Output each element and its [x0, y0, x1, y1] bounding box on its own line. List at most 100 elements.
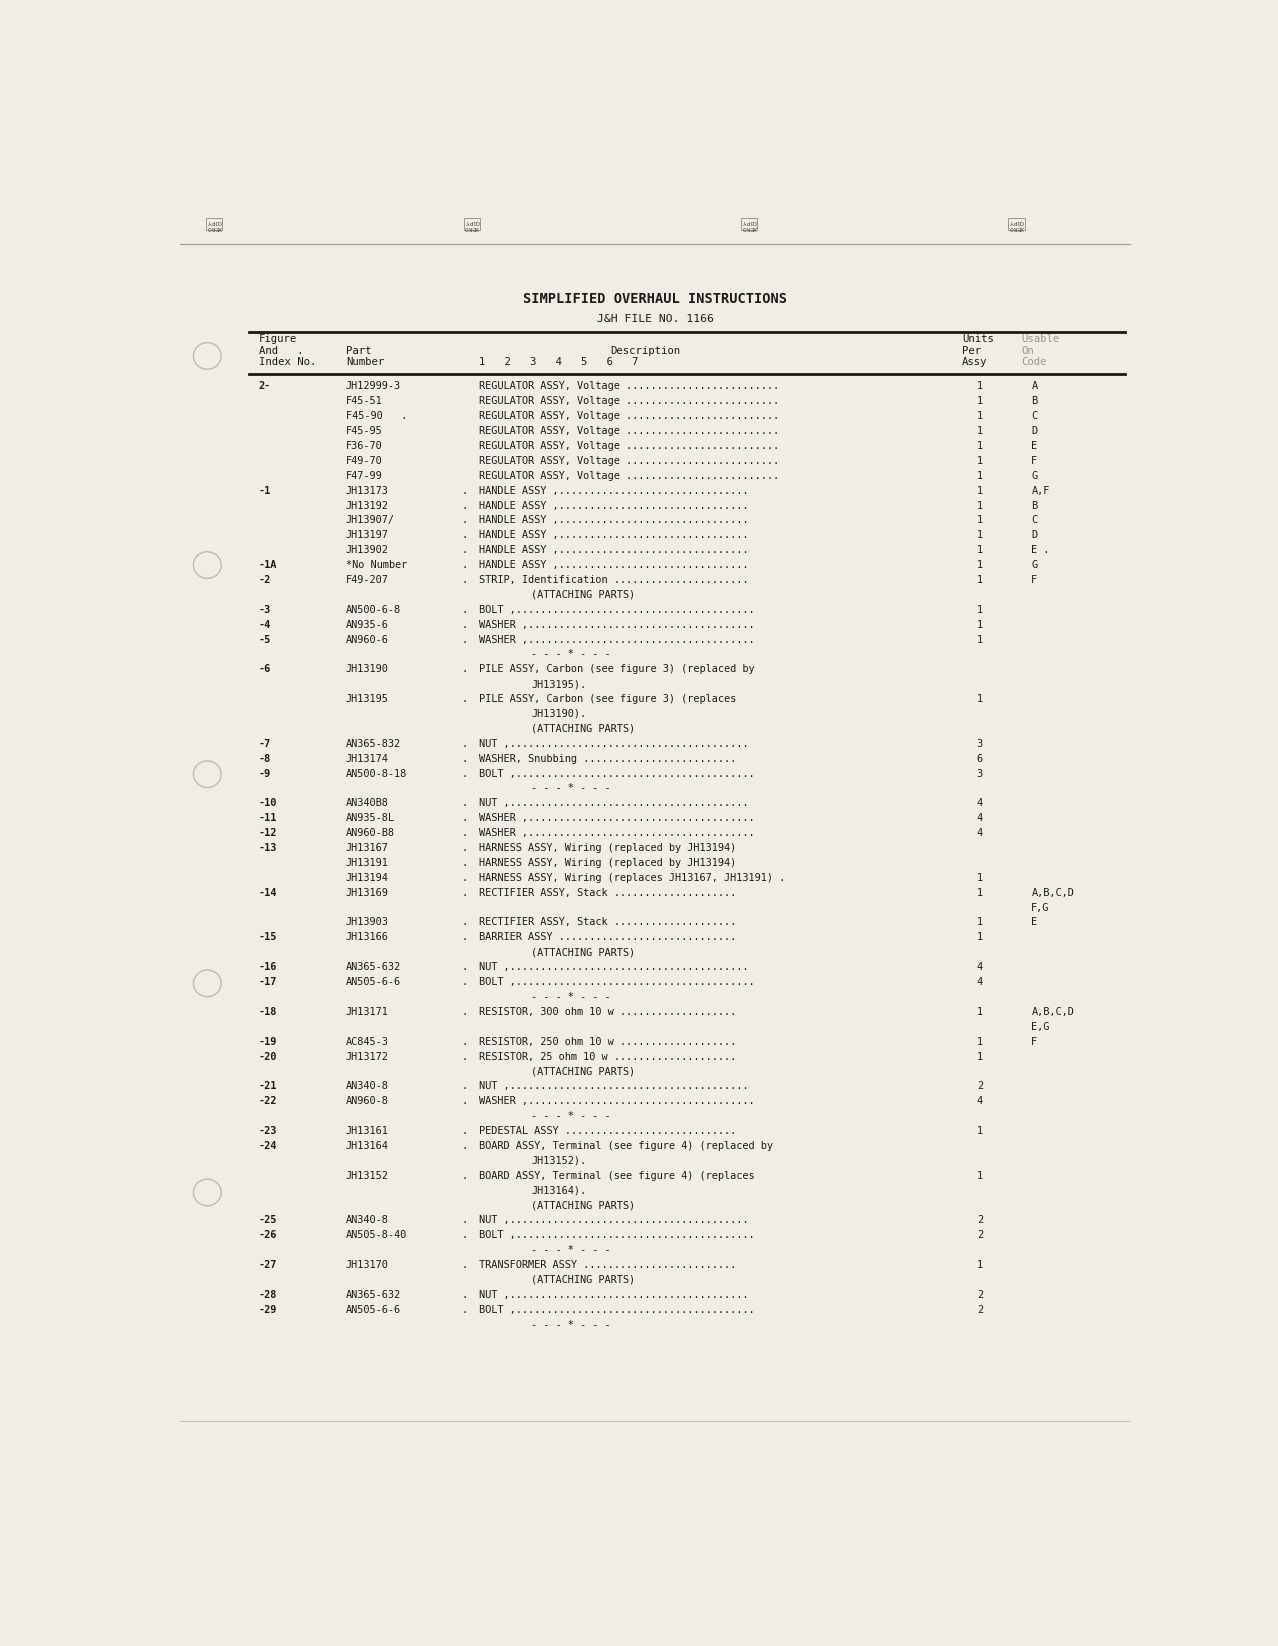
Text: - - - * - - -: - - - * - - -: [532, 650, 611, 660]
Text: -12: -12: [258, 828, 277, 838]
Text: AN365-632: AN365-632: [346, 963, 401, 973]
Text: D: D: [1031, 530, 1038, 540]
Text: -15: -15: [258, 932, 277, 943]
Text: F49-70: F49-70: [346, 456, 382, 466]
Text: Description: Description: [611, 346, 680, 356]
Text: E: E: [1031, 917, 1038, 927]
Text: HARNESS ASSY, Wiring (replaced by JH13194): HARNESS ASSY, Wiring (replaced by JH1319…: [479, 843, 736, 853]
Text: AN365-632: AN365-632: [346, 1290, 401, 1300]
Text: 4: 4: [976, 798, 983, 808]
Text: JH13190).: JH13190).: [532, 709, 587, 719]
Text: JH13169: JH13169: [346, 887, 389, 897]
Text: JH13173: JH13173: [346, 486, 389, 495]
Text: REGULATOR ASSY, Voltage .........................: REGULATOR ASSY, Voltage ................…: [479, 382, 778, 392]
Text: .: .: [461, 515, 468, 525]
Text: 1: 1: [976, 397, 983, 407]
Text: 2: 2: [976, 1305, 983, 1315]
Text: .: .: [461, 1081, 468, 1091]
Text: .: .: [461, 1170, 468, 1180]
Text: AN960-6: AN960-6: [346, 634, 389, 645]
Text: REGULATOR ASSY, Voltage .........................: REGULATOR ASSY, Voltage ................…: [479, 456, 778, 466]
Text: C: C: [1031, 515, 1038, 525]
Text: WASHER ,.....................................: WASHER ,................................…: [479, 619, 754, 630]
Text: .: .: [461, 574, 468, 584]
Text: Assy: Assy: [962, 357, 988, 367]
Text: -16: -16: [258, 963, 277, 973]
Text: XERO
COPY: XERO COPY: [464, 219, 479, 230]
Text: JH13174: JH13174: [346, 754, 389, 764]
Text: 3: 3: [976, 769, 983, 779]
Text: HANDLE ASSY ,...............................: HANDLE ASSY ,...........................…: [479, 486, 748, 495]
Text: .: .: [461, 1007, 468, 1017]
Text: JH13191: JH13191: [346, 858, 389, 867]
Text: 2-: 2-: [258, 382, 271, 392]
Text: RESISTOR, 25 ohm 10 w ....................: RESISTOR, 25 ohm 10 w ..................…: [479, 1052, 736, 1062]
Text: 1: 1: [976, 604, 983, 614]
Text: -3: -3: [258, 604, 271, 614]
Text: AN960-B8: AN960-B8: [346, 828, 395, 838]
Text: NUT ,.......................................: NUT ,...................................…: [479, 1081, 748, 1091]
Text: NUT ,.......................................: NUT ,...................................…: [479, 963, 748, 973]
Text: .: .: [461, 1230, 468, 1239]
Text: .: .: [461, 634, 468, 645]
Text: .: .: [461, 486, 468, 495]
Text: 1   2   3   4   5   6   7: 1 2 3 4 5 6 7: [479, 357, 638, 367]
Text: .: .: [461, 872, 468, 882]
Text: JH13195).: JH13195).: [532, 680, 587, 690]
Text: AN505-6-6: AN505-6-6: [346, 1305, 401, 1315]
Text: Code: Code: [1021, 357, 1047, 367]
Text: 4: 4: [976, 828, 983, 838]
Text: HANDLE ASSY ,...............................: HANDLE ASSY ,...........................…: [479, 515, 748, 525]
Text: 1: 1: [976, 1007, 983, 1017]
Text: (ATTACHING PARTS): (ATTACHING PARTS): [532, 1200, 635, 1210]
Text: AN935-6: AN935-6: [346, 619, 389, 630]
Text: JH12999-3: JH12999-3: [346, 382, 401, 392]
Text: AC845-3: AC845-3: [346, 1037, 389, 1047]
Text: 1: 1: [976, 515, 983, 525]
Text: .: .: [461, 1305, 468, 1315]
Text: F36-70: F36-70: [346, 441, 382, 451]
Text: BOLT ,.......................................: BOLT ,..................................…: [479, 604, 754, 614]
Text: (ATTACHING PARTS): (ATTACHING PARTS): [532, 724, 635, 734]
Text: .: .: [461, 1215, 468, 1225]
Text: BARRIER ASSY .............................: BARRIER ASSY ...........................…: [479, 932, 736, 943]
Text: 6: 6: [976, 754, 983, 764]
Text: .: .: [461, 828, 468, 838]
Text: JH13152).: JH13152).: [532, 1155, 587, 1165]
Text: .: .: [461, 1037, 468, 1047]
Text: .: .: [461, 813, 468, 823]
Text: -5: -5: [258, 634, 271, 645]
Text: .: .: [461, 754, 468, 764]
Text: PILE ASSY, Carbon (see figure 3) (replaced by: PILE ASSY, Carbon (see figure 3) (replac…: [479, 665, 754, 675]
Text: F,G: F,G: [1031, 902, 1049, 912]
Text: HANDLE ASSY ,...............................: HANDLE ASSY ,...........................…: [479, 500, 748, 510]
Text: 1: 1: [976, 634, 983, 645]
Text: WASHER ,.....................................: WASHER ,................................…: [479, 1096, 754, 1106]
Text: JH13903: JH13903: [346, 917, 389, 927]
Text: BOARD ASSY, Terminal (see figure 4) (replaces: BOARD ASSY, Terminal (see figure 4) (rep…: [479, 1170, 754, 1180]
Text: A,F: A,F: [1031, 486, 1049, 495]
Text: .: .: [461, 887, 468, 897]
Text: JH13161: JH13161: [346, 1126, 389, 1136]
Text: C: C: [1031, 412, 1038, 421]
Text: 1: 1: [976, 1052, 983, 1062]
Text: (ATTACHING PARTS): (ATTACHING PARTS): [532, 1276, 635, 1286]
Text: 1: 1: [976, 471, 983, 481]
Text: 1: 1: [976, 456, 983, 466]
Text: .: .: [461, 963, 468, 973]
Text: -13: -13: [258, 843, 277, 853]
Text: 1: 1: [976, 441, 983, 451]
Text: NUT ,.......................................: NUT ,...................................…: [479, 1290, 748, 1300]
Text: 1: 1: [976, 426, 983, 436]
Text: JH13192: JH13192: [346, 500, 389, 510]
Text: 1: 1: [976, 695, 983, 704]
Text: NUT ,.......................................: NUT ,...................................…: [479, 1215, 748, 1225]
Text: HARNESS ASSY, Wiring (replaces JH13167, JH13191) .: HARNESS ASSY, Wiring (replaces JH13167, …: [479, 872, 785, 882]
Text: AN500-8-18: AN500-8-18: [346, 769, 408, 779]
Text: 2: 2: [976, 1230, 983, 1239]
Text: 1: 1: [976, 560, 983, 570]
Text: 3: 3: [976, 739, 983, 749]
Text: PEDESTAL ASSY ............................: PEDESTAL ASSY ..........................…: [479, 1126, 736, 1136]
Text: JH13195: JH13195: [346, 695, 389, 704]
Text: 4: 4: [976, 1096, 983, 1106]
